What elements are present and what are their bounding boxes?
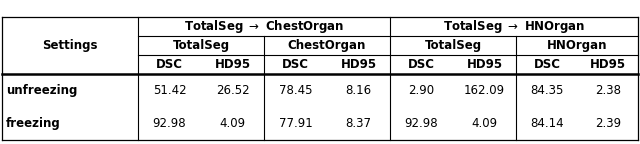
Text: 78.45: 78.45 [279,84,312,97]
Text: TotalSeg: TotalSeg [172,39,230,52]
Text: Settings: Settings [42,39,98,52]
Text: HD95: HD95 [590,58,626,71]
Text: HD95: HD95 [214,58,251,71]
Text: TotalSeg $\rightarrow$ ChestOrgan: TotalSeg $\rightarrow$ ChestOrgan [184,18,344,35]
Text: 2.39: 2.39 [595,117,621,130]
Text: 92.98: 92.98 [153,117,186,130]
Text: HD95: HD95 [340,58,376,71]
Text: 2.38: 2.38 [595,84,621,97]
Text: ChestOrgan: ChestOrgan [288,39,366,52]
Text: 77.91: 77.91 [278,117,312,130]
Text: 84.14: 84.14 [530,117,564,130]
Text: HNOrgan: HNOrgan [547,39,607,52]
Text: DSC: DSC [156,58,183,71]
Text: unfreezing: unfreezing [6,84,77,97]
Text: TotalSeg $\rightarrow$ HNOrgan: TotalSeg $\rightarrow$ HNOrgan [443,18,585,35]
Text: HD95: HD95 [467,58,502,71]
Text: 8.37: 8.37 [346,117,371,130]
Text: DSC: DSC [534,58,561,71]
Text: 84.35: 84.35 [531,84,564,97]
Text: 92.98: 92.98 [404,117,438,130]
Text: 26.52: 26.52 [216,84,250,97]
Text: TotalSeg: TotalSeg [424,39,481,52]
Text: 162.09: 162.09 [464,84,505,97]
Text: 4.09: 4.09 [220,117,246,130]
Text: DSC: DSC [282,58,309,71]
Text: 51.42: 51.42 [153,84,186,97]
Text: DSC: DSC [408,58,435,71]
Text: 2.90: 2.90 [408,84,435,97]
Text: 8.16: 8.16 [346,84,372,97]
Text: 4.09: 4.09 [472,117,497,130]
Text: freezing: freezing [6,117,61,130]
